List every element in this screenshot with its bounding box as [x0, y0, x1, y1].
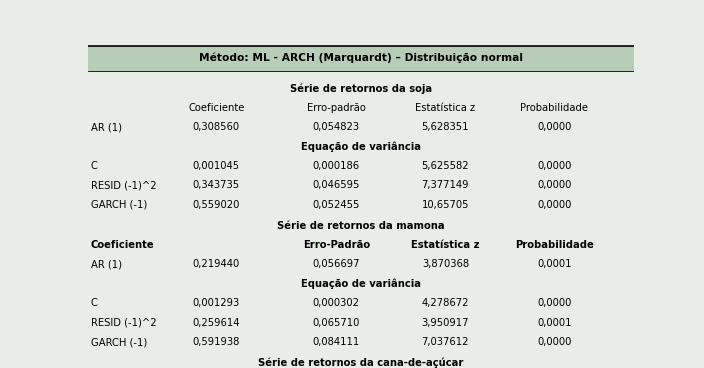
- Text: 0,0000: 0,0000: [537, 180, 572, 190]
- Text: 0,259614: 0,259614: [192, 318, 240, 328]
- Text: C: C: [91, 161, 98, 171]
- Text: Método: ML - ARCH (Marquardt) – Distribuição normal: Método: ML - ARCH (Marquardt) – Distribu…: [199, 53, 523, 63]
- Text: 0,000186: 0,000186: [313, 161, 360, 171]
- Text: 0,0000: 0,0000: [537, 298, 572, 308]
- Text: RESID (-1)^2: RESID (-1)^2: [91, 318, 156, 328]
- Text: 0,559020: 0,559020: [192, 200, 240, 210]
- Text: Coeficiente: Coeficiente: [188, 103, 244, 113]
- Text: Série de retornos da cana-de-açúcar: Série de retornos da cana-de-açúcar: [258, 358, 463, 368]
- Text: 0,591938: 0,591938: [192, 337, 240, 347]
- Text: 0,343735: 0,343735: [193, 180, 240, 190]
- Text: 0,308560: 0,308560: [193, 122, 240, 132]
- Text: 0,0001: 0,0001: [537, 318, 572, 328]
- Text: 0,0000: 0,0000: [537, 200, 572, 210]
- Text: Probabilidade: Probabilidade: [520, 103, 589, 113]
- Text: 5,628351: 5,628351: [422, 122, 469, 132]
- Text: Probabilidade: Probabilidade: [515, 240, 594, 250]
- Text: 4,278672: 4,278672: [422, 298, 469, 308]
- Text: GARCH (-1): GARCH (-1): [91, 200, 147, 210]
- Text: 10,65705: 10,65705: [422, 200, 469, 210]
- Text: 3,870368: 3,870368: [422, 259, 469, 269]
- Text: Erro-Padrão: Erro-Padrão: [303, 240, 370, 250]
- Text: 0,052455: 0,052455: [313, 200, 360, 210]
- Text: 0,084111: 0,084111: [313, 337, 360, 347]
- Text: 0,0000: 0,0000: [537, 337, 572, 347]
- Text: Estatística z: Estatística z: [411, 240, 479, 250]
- Text: RESID (-1)^2: RESID (-1)^2: [91, 180, 156, 190]
- Text: 0,001045: 0,001045: [193, 161, 240, 171]
- Text: 7,037612: 7,037612: [422, 337, 469, 347]
- Text: Coeficiente: Coeficiente: [91, 240, 154, 250]
- Text: Erro-padrão: Erro-padrão: [307, 103, 365, 113]
- Text: 0,0000: 0,0000: [537, 122, 572, 132]
- Text: 0,065710: 0,065710: [313, 318, 360, 328]
- Text: AR (1): AR (1): [91, 122, 122, 132]
- Text: 5,625582: 5,625582: [422, 161, 469, 171]
- Text: 0,219440: 0,219440: [193, 259, 240, 269]
- Text: GARCH (-1): GARCH (-1): [91, 337, 147, 347]
- Text: Equação de variância: Equação de variância: [301, 279, 421, 289]
- Text: Estatística z: Estatística z: [415, 103, 475, 113]
- Text: 0,000302: 0,000302: [313, 298, 360, 308]
- Text: Série de retornos da soja: Série de retornos da soja: [290, 83, 432, 93]
- Text: 0,056697: 0,056697: [313, 259, 360, 269]
- Text: Série de retornos da mamona: Série de retornos da mamona: [277, 220, 445, 231]
- Text: AR (1): AR (1): [91, 259, 122, 269]
- Text: 3,950917: 3,950917: [422, 318, 469, 328]
- Text: 0,054823: 0,054823: [313, 122, 360, 132]
- Text: 0,0001: 0,0001: [537, 259, 572, 269]
- Text: 7,377149: 7,377149: [422, 180, 469, 190]
- Text: 0,001293: 0,001293: [193, 298, 240, 308]
- Text: 0,046595: 0,046595: [313, 180, 360, 190]
- FancyBboxPatch shape: [88, 46, 634, 71]
- Text: C: C: [91, 298, 98, 308]
- Text: 0,0000: 0,0000: [537, 161, 572, 171]
- Text: Equação de variância: Equação de variância: [301, 141, 421, 152]
